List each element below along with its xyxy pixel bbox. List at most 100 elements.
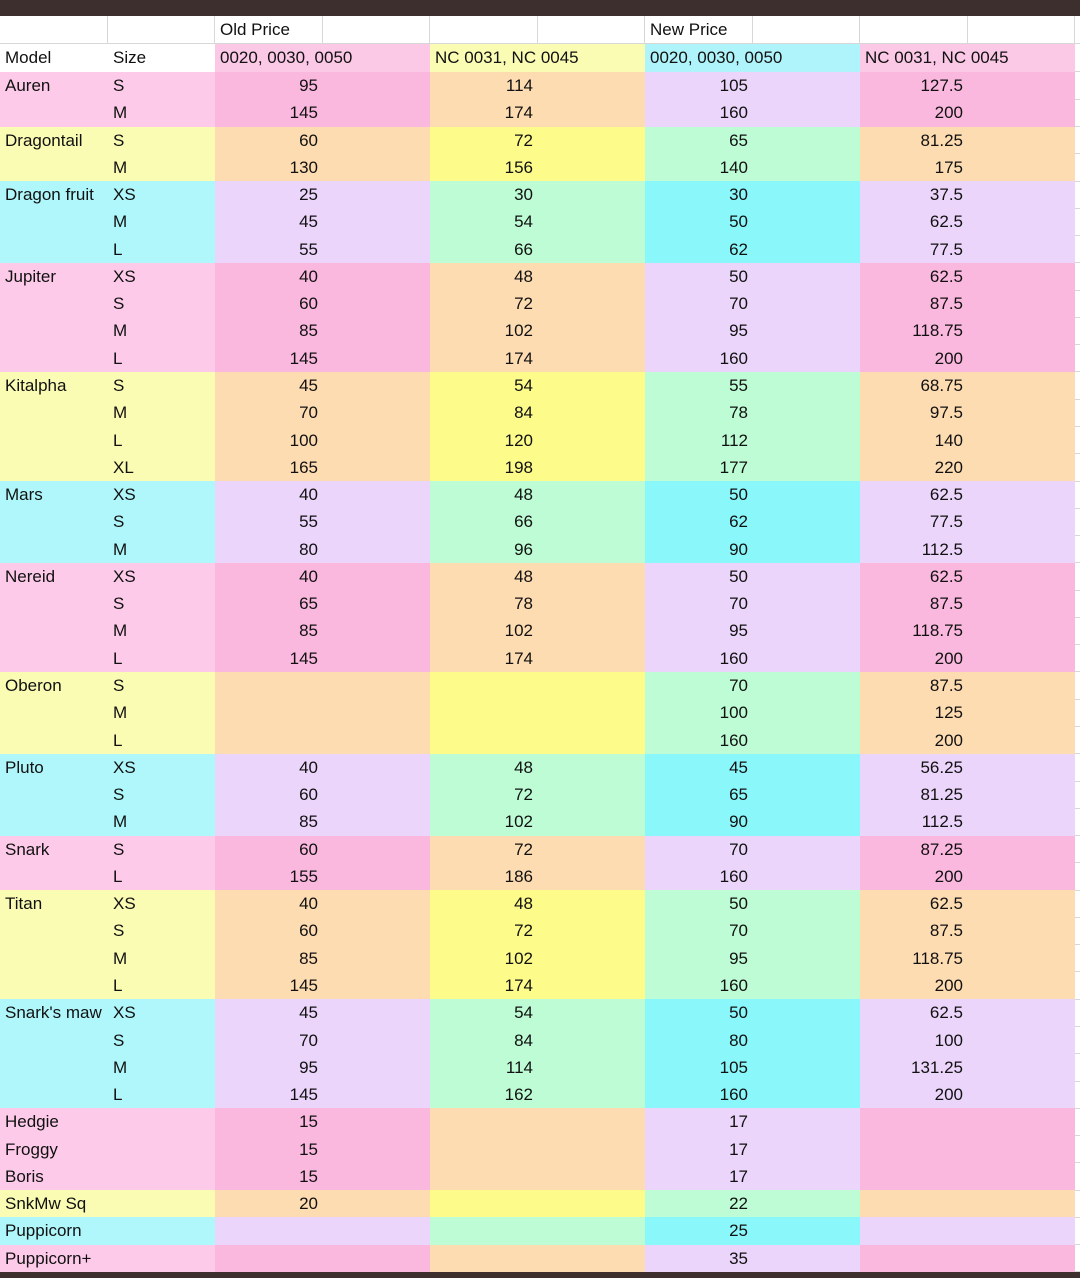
- size-cell[interactable]: S: [108, 372, 215, 400]
- new-nc-price-cell[interactable]: 175: [860, 153, 1075, 182]
- empty-cell[interactable]: [1075, 863, 1080, 891]
- size-cell[interactable]: S: [108, 72, 215, 100]
- new-nc-price-cell[interactable]: 200: [860, 644, 1075, 673]
- old-std-price-cell[interactable]: 60: [215, 781, 430, 809]
- empty-cell[interactable]: [1075, 1136, 1080, 1164]
- old-nc-price-cell[interactable]: 84: [430, 399, 645, 428]
- new-nc-price-cell[interactable]: 131.25: [860, 1053, 1075, 1082]
- empty-cell[interactable]: [1075, 454, 1080, 482]
- size-cell[interactable]: [108, 1108, 215, 1137]
- old-std-price-cell[interactable]: 70: [215, 1026, 430, 1055]
- new-nc-price-cell[interactable]: 62.5: [860, 262, 1075, 291]
- size-cell[interactable]: M: [108, 699, 215, 728]
- cell-k2[interactable]: [1075, 44, 1080, 72]
- old-std-price-cell[interactable]: 65: [215, 590, 430, 618]
- size-cell[interactable]: M: [108, 399, 215, 428]
- new-std-price-cell[interactable]: 70: [645, 290, 860, 318]
- old-nc-price-cell[interactable]: 48: [430, 262, 645, 291]
- old-std-price-cell[interactable]: 60: [215, 290, 430, 318]
- empty-cell[interactable]: [1075, 236, 1080, 264]
- empty-cell[interactable]: [1075, 945, 1080, 973]
- old-nc-price-cell[interactable]: 72: [430, 126, 645, 155]
- old-nc-price-cell[interactable]: 162: [430, 1081, 645, 1109]
- empty-cell[interactable]: [1075, 972, 1080, 1000]
- size-cell[interactable]: L: [108, 1081, 215, 1109]
- size-cell[interactable]: M: [108, 99, 215, 128]
- new-std-price-cell[interactable]: 62: [645, 508, 860, 537]
- new-nc-price-cell[interactable]: [860, 1244, 1075, 1273]
- model-cell[interactable]: [0, 235, 108, 264]
- old-nc-price-cell[interactable]: 72: [430, 917, 645, 946]
- new-nc-price-cell[interactable]: 200: [860, 344, 1075, 373]
- model-cell[interactable]: [0, 426, 108, 455]
- empty-cell[interactable]: [1075, 808, 1080, 837]
- size-cell[interactable]: S: [108, 1026, 215, 1055]
- model-cell[interactable]: Puppicorn: [0, 1217, 108, 1246]
- old-nc-price-cell[interactable]: 48: [430, 753, 645, 782]
- old-nc-price-cell[interactable]: 114: [430, 1053, 645, 1082]
- old-std-price-cell[interactable]: 85: [215, 317, 430, 346]
- old-nc-price-cell[interactable]: 186: [430, 862, 645, 891]
- empty-cell[interactable]: [1075, 781, 1080, 809]
- empty-cell[interactable]: [1075, 917, 1080, 946]
- empty-cell[interactable]: [1075, 536, 1080, 564]
- empty-cell[interactable]: [1075, 617, 1080, 646]
- size-cell[interactable]: [108, 1244, 215, 1273]
- model-cell[interactable]: Nereid: [0, 562, 108, 591]
- empty-cell[interactable]: [1075, 645, 1080, 673]
- old-std-price-cell[interactable]: 15: [215, 1135, 430, 1164]
- size-cell[interactable]: XS: [108, 262, 215, 291]
- old-std-price-cell[interactable]: [215, 699, 430, 728]
- old-std-price-cell[interactable]: 165: [215, 453, 430, 482]
- old-nc-price-cell[interactable]: [430, 1162, 645, 1191]
- size-cell[interactable]: S: [108, 508, 215, 537]
- old-nc-price-cell[interactable]: 54: [430, 999, 645, 1028]
- new-std-price-cell[interactable]: 160: [645, 862, 860, 891]
- new-nc-price-cell[interactable]: 37.5: [860, 181, 1075, 209]
- old-nc-price-cell[interactable]: 102: [430, 808, 645, 837]
- size-cell[interactable]: S: [108, 126, 215, 155]
- new-std-price-cell[interactable]: 105: [645, 1053, 860, 1082]
- new-nc-price-cell[interactable]: 112.5: [860, 808, 1075, 837]
- old-std-price-cell[interactable]: 60: [215, 126, 430, 155]
- model-cell[interactable]: [0, 972, 108, 1000]
- cell-f1[interactable]: [538, 16, 645, 44]
- old-std-price-cell[interactable]: 45: [215, 372, 430, 400]
- old-std-price-cell[interactable]: 40: [215, 262, 430, 291]
- model-cell[interactable]: [0, 153, 108, 182]
- cell-k1[interactable]: [1075, 16, 1080, 44]
- size-cell[interactable]: L: [108, 862, 215, 891]
- size-cell[interactable]: M: [108, 808, 215, 837]
- old-nc-price-cell[interactable]: [430, 1190, 645, 1218]
- model-cell[interactable]: [0, 862, 108, 891]
- old-std-price-cell[interactable]: [215, 726, 430, 755]
- model-cell[interactable]: [0, 590, 108, 618]
- empty-cell[interactable]: [1075, 481, 1080, 509]
- model-cell[interactable]: [0, 808, 108, 837]
- model-cell[interactable]: [0, 726, 108, 755]
- model-cell[interactable]: [0, 453, 108, 482]
- size-cell[interactable]: [108, 1135, 215, 1164]
- new-nc-price-cell[interactable]: 62.5: [860, 999, 1075, 1028]
- new-std-price-cell[interactable]: 50: [645, 208, 860, 237]
- old-nc-price-cell[interactable]: [430, 726, 645, 755]
- size-cell[interactable]: XS: [108, 562, 215, 591]
- old-std-price-cell[interactable]: [215, 1217, 430, 1246]
- new-std-price-cell[interactable]: 177: [645, 453, 860, 482]
- size-cell[interactable]: M: [108, 944, 215, 973]
- new-nc-price-cell[interactable]: 200: [860, 99, 1075, 128]
- size-cell[interactable]: [108, 1190, 215, 1218]
- empty-cell[interactable]: [1075, 1081, 1080, 1109]
- new-std-price-cell[interactable]: 160: [645, 1081, 860, 1109]
- new-nc-price-cell[interactable]: 77.5: [860, 508, 1075, 537]
- old-nc-column-header[interactable]: NC 0031, NC 0045: [430, 44, 645, 72]
- new-nc-price-cell[interactable]: 140: [860, 426, 1075, 455]
- old-price-header[interactable]: Old Price: [215, 16, 323, 44]
- model-cell[interactable]: [0, 1053, 108, 1082]
- new-nc-price-cell[interactable]: 220: [860, 453, 1075, 482]
- cell-i1[interactable]: [860, 16, 968, 44]
- old-nc-price-cell[interactable]: 156: [430, 153, 645, 182]
- new-nc-price-cell[interactable]: 112.5: [860, 535, 1075, 564]
- new-std-price-cell[interactable]: 55: [645, 372, 860, 400]
- size-cell[interactable]: XS: [108, 481, 215, 509]
